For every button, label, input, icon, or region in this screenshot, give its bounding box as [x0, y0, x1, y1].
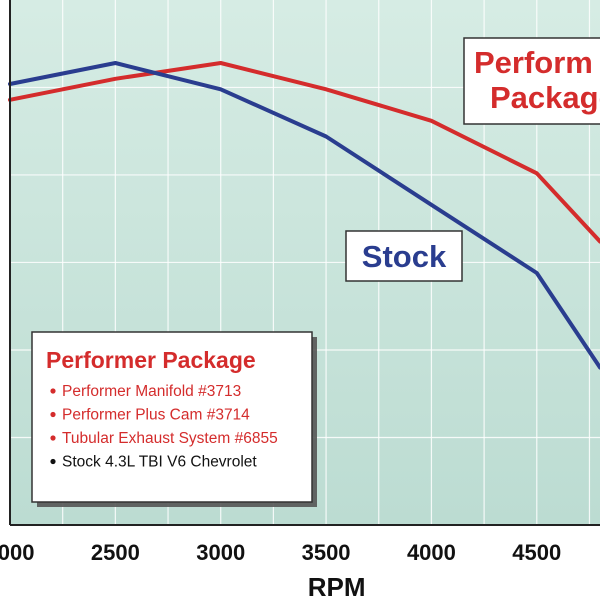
- legend-layer: Performer Package Performer Manifold #371…: [31, 331, 317, 507]
- x-tick-label: 4000: [407, 540, 456, 565]
- x-tick-label: 3500: [302, 540, 351, 565]
- legend-item: Performer Plus Cam #3714: [62, 407, 250, 424]
- legend-item: Performer Manifold #3713: [62, 383, 241, 400]
- series-layer: [8, 61, 600, 370]
- x-tick-label: 2500: [91, 540, 140, 565]
- legend-item: Stock 4.3L TBI V6 Chevrolet: [62, 454, 257, 471]
- callout-stock: Stock: [345, 230, 463, 282]
- legend-title: Performer Package: [46, 347, 256, 373]
- x-axis-title: RPM: [308, 572, 366, 600]
- series-line-performer: [8, 61, 600, 244]
- callout-stock-text: Stock: [362, 239, 447, 274]
- callout-performer: PerformPackage: [463, 37, 600, 125]
- callout-performer-box: [463, 37, 600, 125]
- callout-stock-box: [345, 230, 463, 282]
- x-tick-label: 4500: [512, 540, 561, 565]
- x-tick-label: 3000: [196, 540, 245, 565]
- legend-box: [31, 331, 313, 503]
- callout-performer-text: Perform: [474, 45, 593, 80]
- legend-item: Tubular Exhaust System #6855: [62, 430, 278, 447]
- callout-layer: PerformPackage Stock: [345, 37, 600, 282]
- legend-bullet: [50, 458, 56, 465]
- series-line-stock: [8, 61, 600, 370]
- legend-bullet: [50, 435, 56, 441]
- x-tick-label: 2000: [0, 540, 34, 565]
- legend-bullet: [50, 411, 56, 418]
- legend-bullet: [50, 388, 56, 394]
- callout-performer-text: Package: [490, 80, 600, 115]
